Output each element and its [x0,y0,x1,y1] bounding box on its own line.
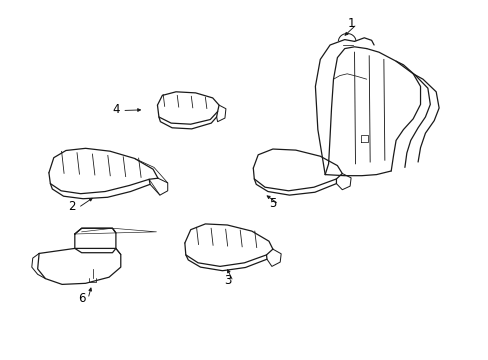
Text: 5: 5 [268,197,276,210]
Text: 6: 6 [78,292,86,305]
Text: 3: 3 [223,274,231,287]
Text: 2: 2 [68,201,76,213]
Text: 1: 1 [346,17,354,30]
Text: 4: 4 [112,103,120,116]
